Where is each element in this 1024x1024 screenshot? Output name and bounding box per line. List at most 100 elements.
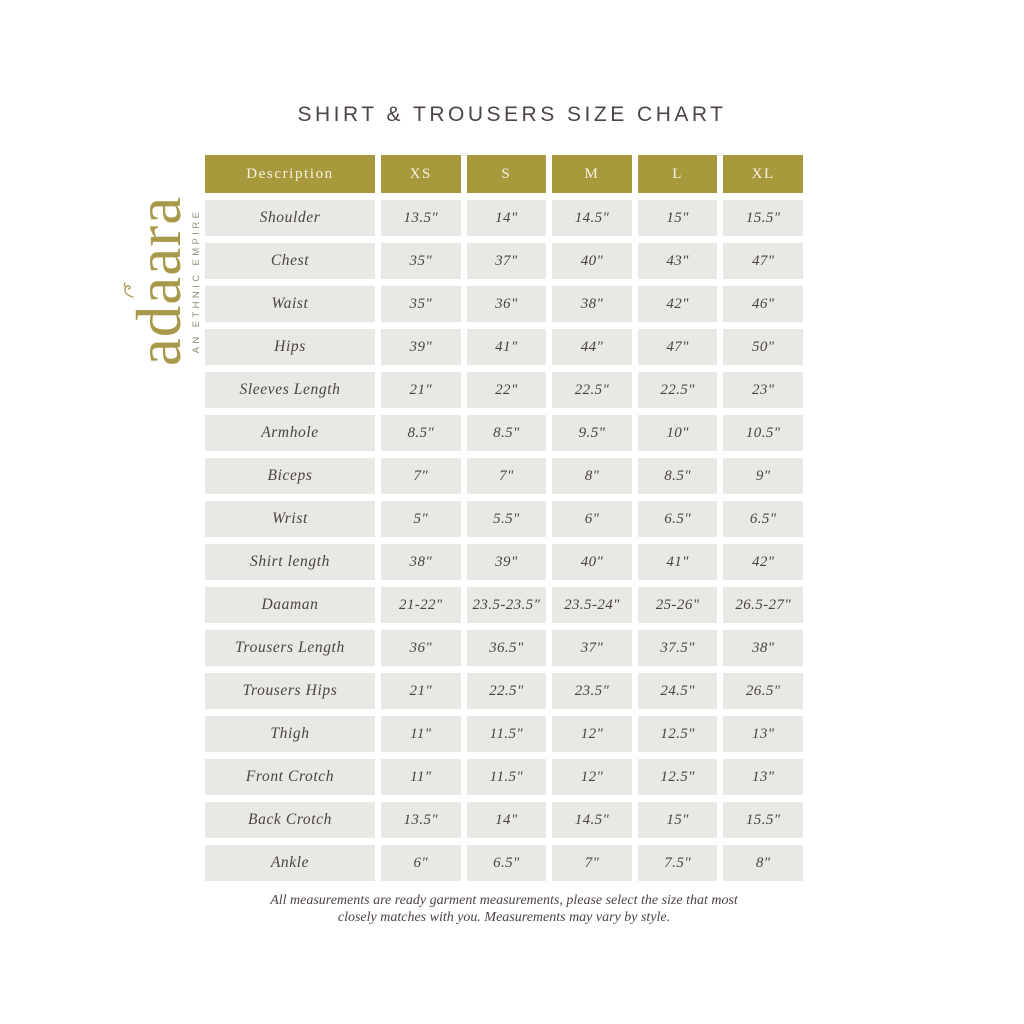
row-label: Daaman (205, 587, 375, 623)
row-label: Trousers Hips (205, 673, 375, 709)
row-label: Chest (205, 243, 375, 279)
size-value-cell: 15.5" (723, 200, 803, 236)
size-value-cell: 40" (552, 243, 632, 279)
size-value-cell: 26.5" (723, 673, 803, 709)
size-value-cell: 8" (723, 845, 803, 881)
size-value-cell: 8.5" (637, 458, 718, 494)
size-value-cell: 22.5" (637, 372, 718, 408)
size-value-cell: 21" (381, 673, 461, 709)
size-value-cell: 14" (466, 802, 547, 838)
size-value-cell: 23.5-24" (552, 587, 632, 623)
size-value-cell: 41" (637, 544, 718, 580)
size-table: Description XS S M L XL Shoulder 13.5" 14"… (205, 155, 803, 881)
size-value-cell: 5.5" (466, 501, 547, 537)
row-label: Trousers Length (205, 630, 375, 666)
size-value-cell: 9.5" (552, 415, 632, 451)
size-value-cell: 35" (381, 243, 461, 279)
size-value-cell: 25-26" (637, 587, 718, 623)
column-header-description: Description (205, 155, 375, 193)
size-value-cell: 6.5" (466, 845, 547, 881)
size-value-cell: 15.5" (723, 802, 803, 838)
size-value-cell: 38" (381, 544, 461, 580)
size-value-cell: 42" (637, 286, 718, 322)
size-value-cell: 41" (466, 329, 547, 365)
size-value-cell: 7.5" (637, 845, 718, 881)
size-value-cell: 22.5" (552, 372, 632, 408)
size-value-cell: 36.5" (466, 630, 547, 666)
size-value-cell: 40" (552, 544, 632, 580)
size-value-cell: 24.5" (637, 673, 718, 709)
size-value-cell: 23.5" (552, 673, 632, 709)
row-label: Shirt length (205, 544, 375, 580)
size-value-cell: 13" (723, 716, 803, 752)
row-label: Biceps (205, 458, 375, 494)
size-value-cell: 8.5" (381, 415, 461, 451)
footnote-line-2: closely matches with you. Measurements m… (337, 909, 671, 925)
size-value-cell: 37.5" (637, 630, 718, 666)
page-title: SHIRT & TROUSERS SIZE CHART (297, 103, 727, 126)
brand-logo: ad aara AN ETHNIC EMPIRE (123, 169, 206, 393)
size-value-cell: 42" (723, 544, 803, 580)
size-value-cell: 8" (552, 458, 632, 494)
size-value-cell: 26.5-27" (723, 587, 803, 623)
column-header-xl: XL (723, 155, 803, 193)
size-value-cell: 11.5" (466, 716, 547, 752)
row-label: Hips (205, 329, 375, 365)
size-value-cell: 12.5" (637, 759, 718, 795)
size-value-cell: 13" (723, 759, 803, 795)
size-value-cell: 38" (552, 286, 632, 322)
size-value-cell: 12" (552, 716, 632, 752)
size-value-cell: 10" (637, 415, 718, 451)
size-value-cell: 43" (637, 243, 718, 279)
size-value-cell: 7" (552, 845, 632, 881)
footnote: All measurements are ready garment measu… (192, 893, 816, 927)
size-value-cell: 10.5" (723, 415, 803, 451)
size-value-cell: 22" (466, 372, 547, 408)
size-value-cell: 6.5" (637, 501, 718, 537)
size-value-cell: 11.5" (466, 759, 547, 795)
size-value-cell: 8.5" (466, 415, 547, 451)
size-value-cell: 6.5" (723, 501, 803, 537)
brand-wordmark-accent: a (123, 275, 194, 305)
size-value-cell: 11" (381, 759, 461, 795)
size-value-cell: 37" (466, 243, 547, 279)
size-value-cell: 47" (723, 243, 803, 279)
row-label: Armhole (205, 415, 375, 451)
size-value-cell: 12" (552, 759, 632, 795)
size-value-cell: 23" (723, 372, 803, 408)
size-value-cell: 36" (381, 630, 461, 666)
size-value-cell: 47" (637, 329, 718, 365)
size-value-cell: 23.5-23.5" (466, 587, 547, 623)
size-value-cell: 14.5" (552, 200, 632, 236)
size-value-cell: 7" (466, 458, 547, 494)
size-value-cell: 5" (381, 501, 461, 537)
brand-wordmark: ad aara (123, 196, 194, 366)
column-header-l: L (637, 155, 718, 193)
crown-swirl-icon (123, 282, 134, 298)
size-value-cell: 9" (723, 458, 803, 494)
size-value-cell: 50" (723, 329, 803, 365)
row-label: Thigh (205, 716, 375, 752)
row-label: Shoulder (205, 200, 375, 236)
brand-wordmark-suffix: ara (124, 195, 194, 276)
row-label: Waist (205, 286, 375, 322)
brand-wordmark-prefix: ad (124, 304, 194, 367)
size-value-cell: 38" (723, 630, 803, 666)
size-value-cell: 35" (381, 286, 461, 322)
size-value-cell: 21" (381, 372, 461, 408)
size-value-cell: 7" (381, 458, 461, 494)
footnote-line-1: All measurements are ready garment measu… (270, 893, 738, 908)
row-label: Wrist (205, 501, 375, 537)
size-value-cell: 12.5" (637, 716, 718, 752)
size-value-cell: 44" (552, 329, 632, 365)
size-value-cell: 46" (723, 286, 803, 322)
size-value-cell: 37" (552, 630, 632, 666)
row-label: Back Crotch (205, 802, 375, 838)
size-value-cell: 6" (552, 501, 632, 537)
column-header-s: S (466, 155, 547, 193)
size-value-cell: 36" (466, 286, 547, 322)
size-value-cell: 13.5" (381, 802, 461, 838)
size-value-cell: 6" (381, 845, 461, 881)
row-label: Ankle (205, 845, 375, 881)
size-value-cell: 15" (637, 802, 718, 838)
